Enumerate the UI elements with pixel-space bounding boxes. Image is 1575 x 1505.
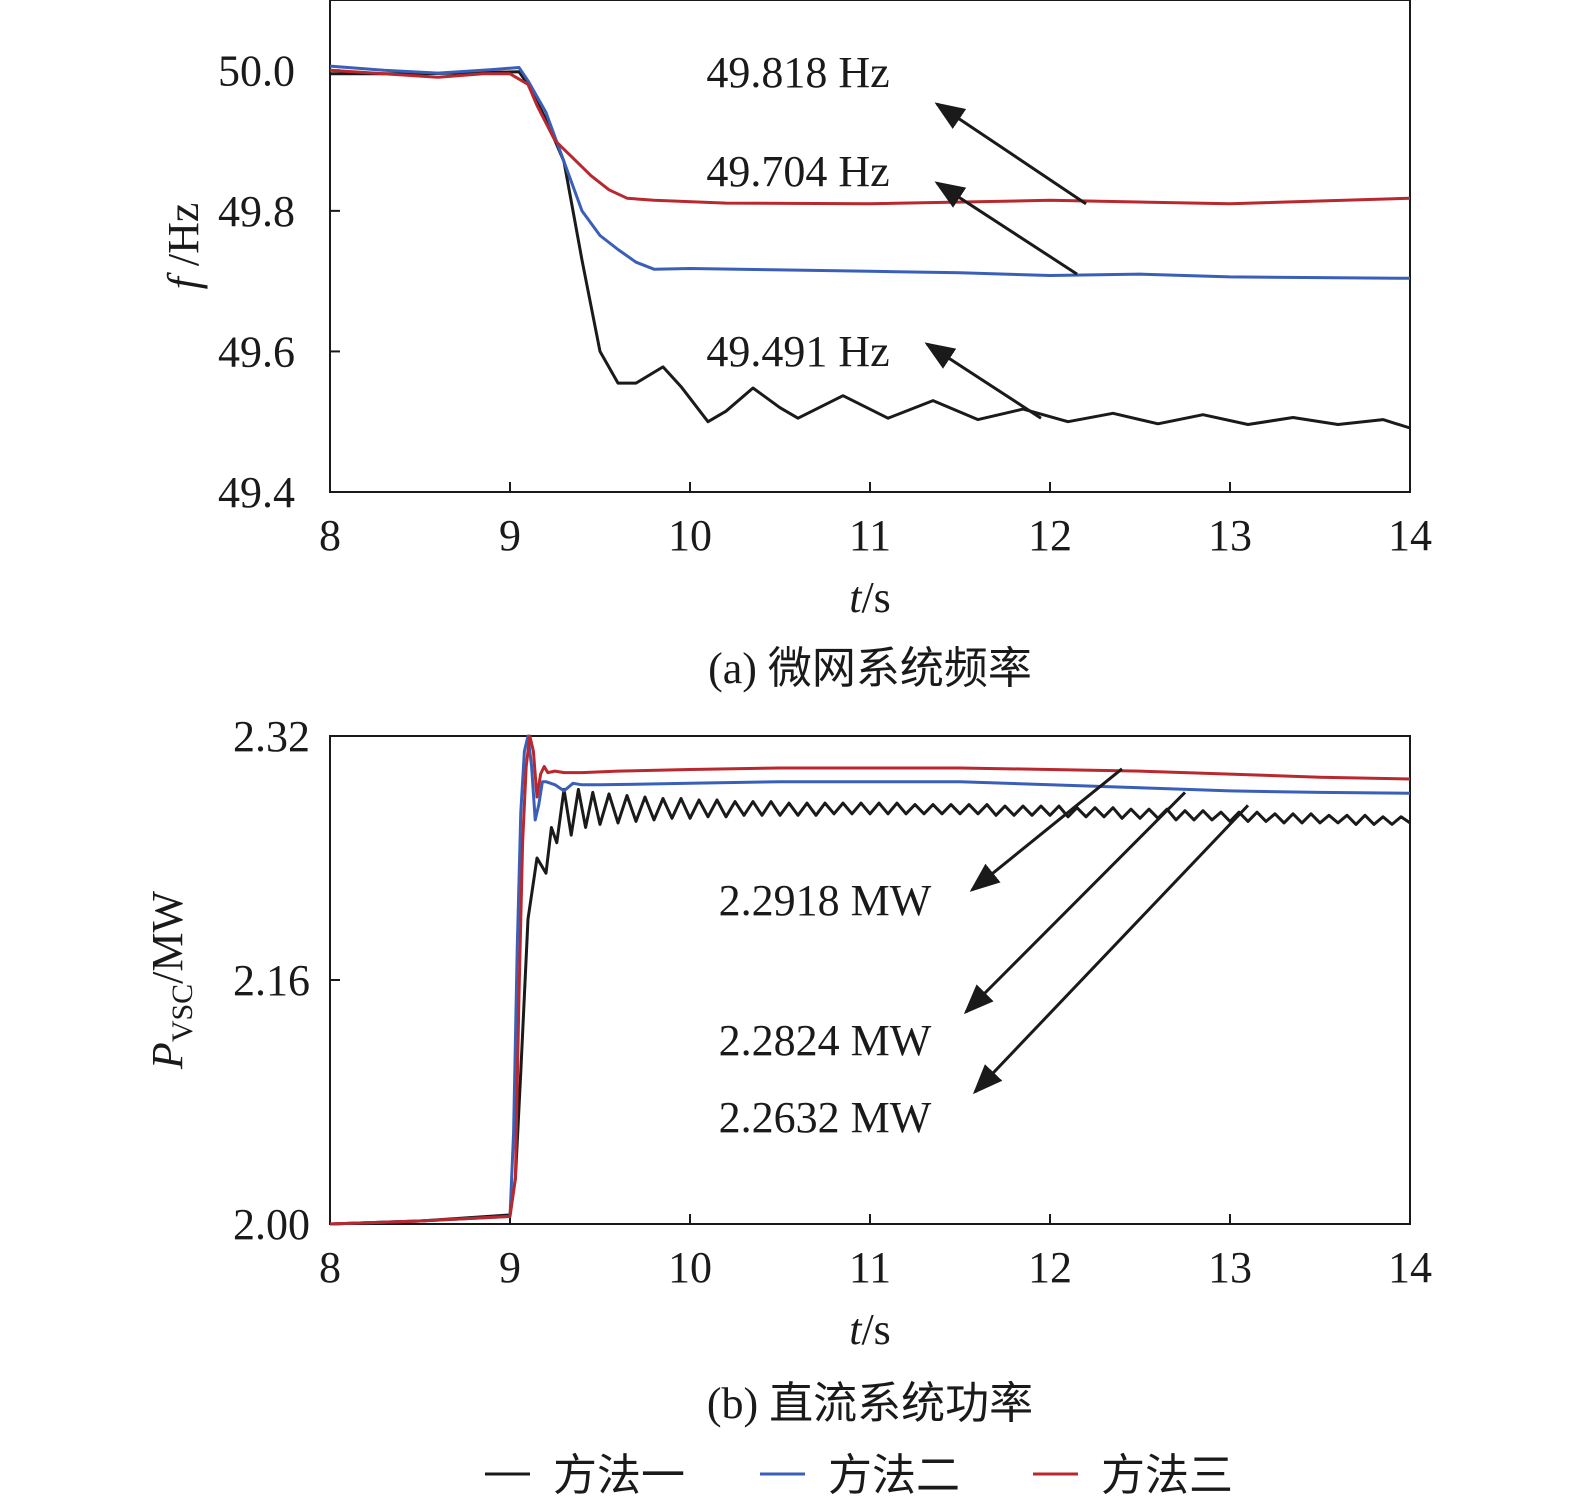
annotation-label: 49.704 Hz	[706, 147, 889, 196]
x-tick-label: 8	[319, 511, 341, 560]
x-tick-label: 11	[849, 511, 891, 560]
x-tick-label: 12	[1028, 511, 1072, 560]
annotation-arrow	[924, 342, 1042, 420]
x-tick-label: 13	[1208, 1243, 1252, 1292]
x-tick-label: 10	[668, 1243, 712, 1292]
x-tick-label: 12	[1028, 1243, 1072, 1292]
legend-label-2: 方法二	[828, 1451, 960, 1500]
series-line-3	[329, 734, 1411, 1226]
annotation-arrow	[963, 791, 1187, 1015]
x-tick-label: 10	[668, 511, 712, 560]
series-line-2	[329, 734, 1411, 1226]
x-tick-label: 11	[849, 1243, 891, 1292]
legend-label-3: 方法三	[1101, 1451, 1233, 1500]
series-line-1	[329, 787, 1411, 1226]
annotation-arrow	[934, 181, 1078, 276]
annotation-label: 2.2918 MW	[719, 876, 932, 925]
x-tick-label: 13	[1208, 511, 1252, 560]
annotation-label: 49.818 Hz	[706, 48, 889, 97]
y-tick-label: 49.8	[218, 187, 295, 236]
plot-frame-b	[329, 735, 1411, 1225]
y-tick-label: 49.6	[218, 327, 295, 376]
x-tick-label: 14	[1388, 511, 1432, 560]
series-line-2	[329, 64, 1411, 280]
annotation-arrow	[969, 767, 1123, 892]
caption-a: (a) 微网系统频率	[708, 644, 1032, 693]
y-tick-label: 2.32	[233, 712, 310, 761]
annotation-arrow	[934, 102, 1087, 206]
series-a	[329, 64, 1411, 430]
y-tick-label: 2.00	[233, 1200, 310, 1249]
ticks-a: 8 9 10 11 12 13 14 50.0 49.8 49.6 49.4	[218, 46, 1432, 560]
x-tick-label: 9	[499, 1243, 521, 1292]
y-axis-title-a: f /Hz	[159, 203, 208, 290]
x-axis-title-b: t/s	[849, 1305, 891, 1354]
caption-b: (b) 直流系统功率	[707, 1379, 1033, 1428]
x-axis-title-a: t/s	[849, 573, 891, 622]
y-tick-label: 50.0	[218, 46, 295, 95]
annotation-label: 2.2632 MW	[719, 1093, 932, 1142]
annotation-arrow	[972, 804, 1250, 1095]
x-tick-label: 8	[319, 1243, 341, 1292]
series-b	[329, 734, 1411, 1226]
y-tick-label: 49.4	[218, 468, 295, 517]
ticks-b: 8 9 10 11 12 13 14 2.32 2.16 2.00	[233, 712, 1432, 1292]
annotations-a: 49.818 Hz 49.704 Hz 49.491 Hz	[706, 48, 1087, 420]
y-axis-title-b: PVSC/MW	[143, 890, 199, 1070]
x-tick-label: 9	[499, 511, 521, 560]
y-tick-label: 2.16	[233, 956, 310, 1005]
legend-label-1: 方法一	[553, 1451, 685, 1500]
panel-b: 8 9 10 11 12 13 14 2.32 2.16 2.00 2.2918 MW 2.2824…	[143, 712, 1432, 1428]
x-tick-label: 14	[1388, 1243, 1432, 1292]
series-line-3	[329, 68, 1411, 206]
legend: 方法一 方法二 方法三	[485, 1451, 1233, 1500]
annotations-b: 2.2918 MW 2.2824 MW 2.2632 MW	[719, 767, 1250, 1142]
annotation-label: 2.2824 MW	[719, 1016, 932, 1065]
annotation-label: 49.491 Hz	[706, 327, 889, 376]
